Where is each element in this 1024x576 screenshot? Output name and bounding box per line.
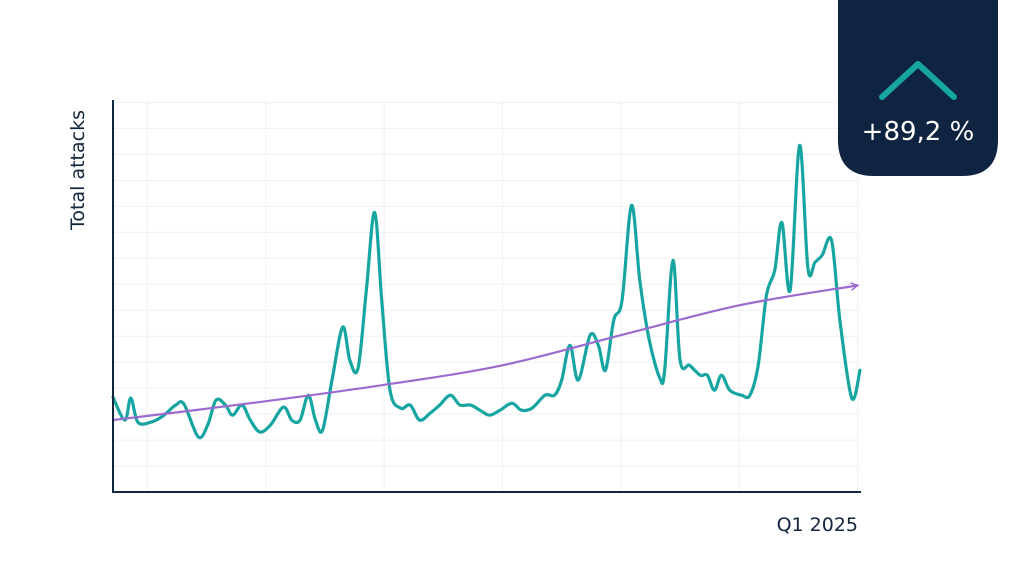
- trend-line: [111, 285, 858, 422]
- up-chevron: [879, 61, 957, 100]
- badge-value: +89,2 %: [862, 117, 975, 147]
- y-axis-label: Total attacks: [67, 110, 89, 231]
- grid: [113, 100, 860, 492]
- badge: +89,2 %: [838, 0, 998, 176]
- attack-line: [111, 143, 862, 440]
- x-axis-label: Q1 2025: [777, 514, 858, 536]
- badge-background: [838, 0, 998, 176]
- plot: [111, 143, 862, 440]
